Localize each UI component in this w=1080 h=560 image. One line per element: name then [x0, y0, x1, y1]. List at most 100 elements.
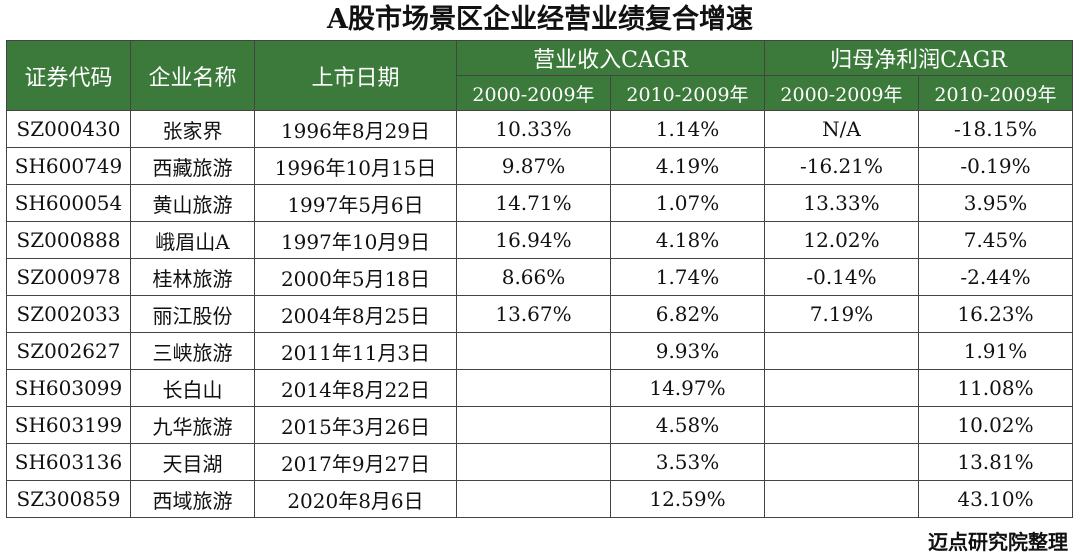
cell-company-name: 丽江股份 [130, 295, 255, 333]
cell-listing-date: 1996年8月29日 [254, 110, 457, 148]
table-title: A股市场景区企业经营业绩复合增速 [327, 4, 753, 35]
cell-revenue-cagr-a: 10.33% [456, 110, 611, 148]
cell-company-name: 峨眉山A [130, 221, 255, 259]
table-row: SZ000888 峨眉山A 1997年10月9日 16.94% 4.18% 12.02% 7… [6, 221, 1073, 259]
cell-listing-date: 1997年5月6日 [254, 184, 457, 222]
cell-profit-cagr-b: 16.23% [918, 295, 1073, 333]
table-row: SZ000430 张家界 1996年8月29日 10.33% 1.14% N/A -18.1… [6, 110, 1073, 148]
cell-code: SZ000888 [6, 221, 131, 259]
cell-code: SZ300859 [6, 480, 131, 518]
table-row: SH603136 天目湖 2017年9月27日 3.53% 13.81% [6, 443, 1073, 481]
cell-company-name: 九华旅游 [130, 406, 255, 444]
header-row-top: 证券代码 企业名称 上市日期 营业收入CAGR 归母净利润CAGR [6, 40, 1073, 111]
cell-revenue-cagr-b: 4.58% [610, 406, 765, 444]
cell-profit-cagr-b: 7.45% [918, 221, 1073, 259]
cell-revenue-cagr-b: 6.82% [610, 295, 765, 333]
cell-company-name: 桂林旅游 [130, 258, 255, 296]
header-profit-period-b: 2010-2009年 [918, 75, 1073, 111]
cell-profit-cagr-b: 13.81% [918, 443, 1073, 481]
cell-profit-cagr-b: -0.19% [918, 147, 1073, 185]
header-revenue-period-a: 2000-2009年 [456, 75, 611, 111]
cell-revenue-cagr-a: 16.94% [456, 221, 611, 259]
cell-revenue-cagr-a [456, 443, 611, 481]
cell-revenue-cagr-b: 4.18% [610, 221, 765, 259]
cell-company-name: 张家界 [130, 110, 255, 148]
cell-listing-date: 2015年3月26日 [254, 406, 457, 444]
header-revenue-period-b: 2010-2009年 [610, 75, 765, 111]
cell-code: SH603199 [6, 406, 131, 444]
cell-profit-cagr-b: -18.15% [918, 110, 1073, 148]
header-profit-cagr: 归母净利润CAGR [764, 40, 1073, 76]
cell-revenue-cagr-b: 1.14% [610, 110, 765, 148]
cell-listing-date: 1997年10月9日 [254, 221, 457, 259]
cell-code: SH600054 [6, 184, 131, 222]
cell-profit-cagr-b: 43.10% [918, 480, 1073, 518]
cell-listing-date: 2017年9月27日 [254, 443, 457, 481]
header-profit-period-a: 2000-2009年 [764, 75, 919, 111]
cell-code: SH600749 [6, 147, 131, 185]
table-row: SZ002627 三峡旅游 2011年11月3日 9.93% 1.91% [6, 332, 1073, 370]
cell-revenue-cagr-a [456, 480, 611, 518]
cell-profit-cagr-b: 10.02% [918, 406, 1073, 444]
table-header: 证券代码 企业名称 上市日期 营业收入CAGR 归母净利润CAGR 2000-2… [6, 40, 1073, 111]
cell-code: SZ002627 [6, 332, 131, 370]
cell-profit-cagr-a: N/A [764, 110, 919, 148]
cell-revenue-cagr-a: 8.66% [456, 258, 611, 296]
cell-profit-cagr-a [764, 406, 919, 444]
cell-revenue-cagr-b: 12.59% [610, 480, 765, 518]
table-row: SZ000978 桂林旅游 2000年5月18日 8.66% 1.74% -0.14% -2… [6, 258, 1073, 296]
cell-company-name: 西域旅游 [130, 480, 255, 518]
cell-code: SZ002033 [6, 295, 131, 333]
table-row: SH600749 西藏旅游 1996年10月15日 9.87% 4.19% -16.21%… [6, 147, 1073, 185]
cell-profit-cagr-a: -16.21% [764, 147, 919, 185]
cell-revenue-cagr-a [456, 406, 611, 444]
cell-company-name: 三峡旅游 [130, 332, 255, 370]
cell-company-name: 长白山 [130, 369, 255, 407]
header-revenue-cagr: 营业收入CAGR [456, 40, 765, 76]
header-date: 上市日期 [254, 40, 457, 111]
cell-listing-date: 2004年8月25日 [254, 295, 457, 333]
cell-revenue-cagr-a: 9.87% [456, 147, 611, 185]
cell-code: SZ000978 [6, 258, 131, 296]
table-row: SZ002033 丽江股份 2004年8月25日 13.67% 6.82% 7.19% 16… [6, 295, 1073, 333]
cell-profit-cagr-a: 7.19% [764, 295, 919, 333]
table-row: SH603099 长白山 2014年8月22日 14.97% 11.08% [6, 369, 1073, 407]
cell-revenue-cagr-a: 14.71% [456, 184, 611, 222]
cell-profit-cagr-a [764, 332, 919, 370]
cell-profit-cagr-a [764, 369, 919, 407]
cell-profit-cagr-b: 1.91% [918, 332, 1073, 370]
cell-revenue-cagr-a [456, 332, 611, 370]
table-row: SH600054 黄山旅游 1997年5月6日 14.71% 1.07% 13.33% 3.… [6, 184, 1073, 222]
cell-profit-cagr-b: 3.95% [918, 184, 1073, 222]
cell-listing-date: 2000年5月18日 [254, 258, 457, 296]
cell-profit-cagr-b: -2.44% [918, 258, 1073, 296]
cell-code: SZ000430 [6, 110, 131, 148]
cell-code: SH603136 [6, 443, 131, 481]
cell-company-name: 天目湖 [130, 443, 255, 481]
cell-listing-date: 2020年8月6日 [254, 480, 457, 518]
cell-code: SH603099 [6, 369, 131, 407]
cell-listing-date: 2011年11月3日 [254, 332, 457, 370]
cell-profit-cagr-b: 11.08% [918, 369, 1073, 407]
header-name: 企业名称 [130, 40, 255, 111]
cell-profit-cagr-a: 12.02% [764, 221, 919, 259]
header-code: 证券代码 [6, 40, 131, 111]
table-body: SZ000430 张家界 1996年8月29日 10.33% 1.14% N/A -18.1… [6, 110, 1073, 518]
table-row: SZ300859 西域旅游 2020年8月6日 12.59% 43.10% [6, 480, 1073, 518]
cell-revenue-cagr-b: 9.93% [610, 332, 765, 370]
cell-profit-cagr-a: 13.33% [764, 184, 919, 222]
cell-revenue-cagr-b: 1.74% [610, 258, 765, 296]
performance-table: 证券代码 企业名称 上市日期 营业收入CAGR 归母净利润CAGR 2000-2… [6, 40, 1073, 518]
cell-revenue-cagr-b: 3.53% [610, 443, 765, 481]
cell-revenue-cagr-b: 14.97% [610, 369, 765, 407]
cell-revenue-cagr-b: 1.07% [610, 184, 765, 222]
cell-profit-cagr-a: -0.14% [764, 258, 919, 296]
table-row: SH603199 九华旅游 2015年3月26日 4.58% 10.02% [6, 406, 1073, 444]
cell-listing-date: 1996年10月15日 [254, 147, 457, 185]
cell-profit-cagr-a [764, 443, 919, 481]
cell-listing-date: 2014年8月22日 [254, 369, 457, 407]
cell-profit-cagr-a [764, 480, 919, 518]
cell-revenue-cagr-a: 13.67% [456, 295, 611, 333]
cell-revenue-cagr-a [456, 369, 611, 407]
header-row-periods: 2000-2009年 2010-2009年 2000-2009年 2010-20… [7, 75, 1073, 111]
